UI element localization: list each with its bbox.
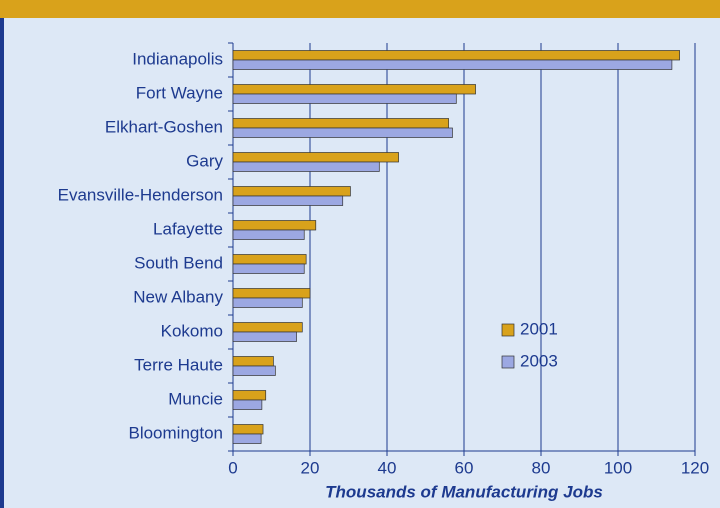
- bar: [232, 288, 311, 299]
- y-tick-label: Fort Wayne: [136, 83, 223, 102]
- y-tick-label: Lafayette: [153, 219, 223, 238]
- y-tick-label: Muncie: [168, 389, 223, 408]
- legend-label: 2001: [520, 319, 558, 338]
- border: [0, 18, 4, 508]
- x-tick-label: 60: [455, 458, 474, 477]
- bar: [232, 254, 307, 265]
- y-tick-label: Elkhart-Goshen: [105, 117, 223, 136]
- x-tick-label: 0: [228, 458, 237, 477]
- bar: [232, 229, 305, 240]
- y-tick-label: Bloomington: [128, 423, 223, 442]
- bar: [232, 186, 351, 197]
- bar: [232, 433, 262, 444]
- y-tick-label: South Bend: [134, 253, 223, 272]
- y-tick-label: Terre Haute: [134, 355, 223, 374]
- y-tick-label: Indianapolis: [132, 49, 223, 68]
- bar: [232, 161, 380, 172]
- bar: [232, 263, 305, 274]
- bar: [232, 220, 317, 231]
- bar: [232, 195, 344, 206]
- banner: [0, 0, 720, 18]
- x-axis-title: Thousands of Manufacturing Jobs: [325, 482, 603, 501]
- y-tick-label: Kokomo: [161, 321, 223, 340]
- bar: [232, 59, 673, 70]
- bar: [232, 127, 453, 138]
- y-tick-label: Gary: [186, 151, 223, 170]
- x-tick-label: 80: [532, 458, 551, 477]
- legend-swatch: [501, 323, 515, 337]
- bar: [232, 322, 303, 333]
- legend-label: 2003: [520, 351, 558, 370]
- y-tick-label: New Albany: [133, 287, 223, 306]
- bar: [232, 152, 399, 163]
- x-tick-label: 20: [301, 458, 320, 477]
- bar: [232, 50, 680, 61]
- bar: [232, 399, 263, 410]
- bar: [232, 297, 303, 308]
- y-tick-label: Evansville-Henderson: [58, 185, 223, 204]
- bar: [232, 331, 297, 342]
- bar: [232, 84, 476, 95]
- bar: [232, 118, 449, 129]
- x-tick-label: 40: [378, 458, 397, 477]
- x-tick-label: 100: [604, 458, 632, 477]
- bar: [232, 356, 274, 367]
- bar: [232, 365, 276, 376]
- x-tick-label: 120: [681, 458, 709, 477]
- bar: [232, 424, 264, 435]
- legend-swatch: [501, 355, 515, 369]
- bar: [232, 390, 267, 401]
- bar: [232, 93, 457, 104]
